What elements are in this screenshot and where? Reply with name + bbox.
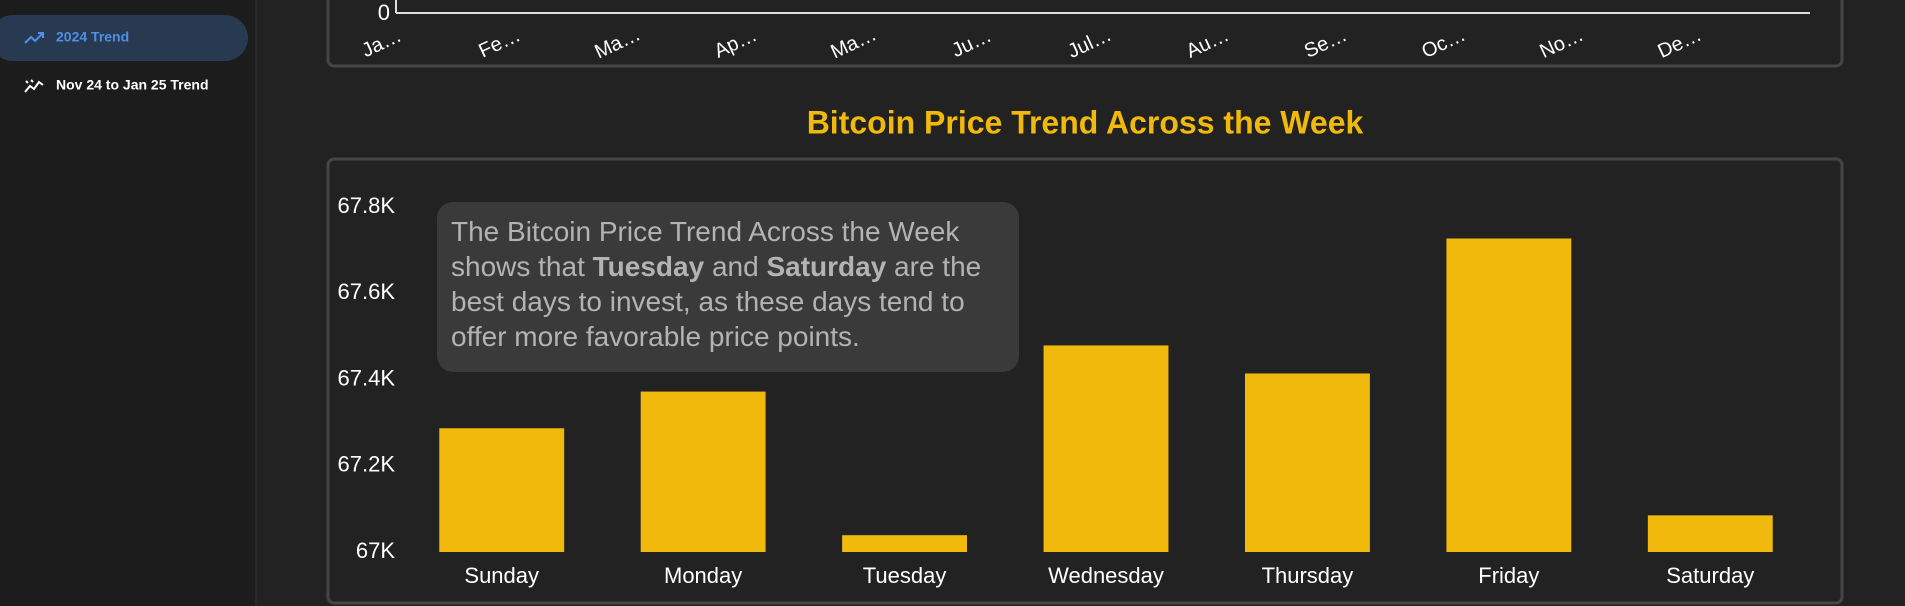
x-tick-label: Fe…: [475, 24, 524, 62]
y-tick-label: 67K: [356, 538, 395, 563]
x-tick-label: Ja…: [358, 25, 405, 62]
y-tick-label: 67.8K: [338, 193, 396, 218]
top-chart: 0Ja… Fe… Ma… Ap… Ma… Ju… Jul… Au… Se… Oc… No… De…: [358, 0, 1810, 63]
annotation: The Bitcoin Price Trend Across the Week …: [437, 202, 1019, 372]
nav: 2024 Trend Nov 24 to Jan 25 Trend: [0, 15, 248, 93]
bar: [1043, 345, 1169, 552]
x-tick-label: Wednesday: [1048, 563, 1164, 588]
bar: [1647, 515, 1773, 552]
bar-chart-frame: [326, 157, 1844, 605]
nav-label: 2024 Trend: [56, 29, 129, 45]
x-tick-label: Thursday: [1262, 563, 1354, 588]
bar: [1446, 238, 1572, 552]
x-tick-label: Saturday: [1666, 563, 1754, 588]
x-tick-label: Ma…: [827, 23, 880, 63]
annotation-text: and: [704, 251, 767, 282]
x-tick-label: De…: [1654, 24, 1705, 63]
bar: [842, 535, 968, 552]
x-tick-label: Jul…: [1064, 24, 1115, 63]
nav-active-bg: [0, 15, 248, 61]
bar: [1244, 373, 1370, 552]
annotation-text: are the best days to invest, as these da…: [451, 251, 982, 352]
nav-icon: [24, 32, 44, 44]
chart-title: Bitcoin Price Trend Across the Week: [807, 104, 1364, 140]
x-tick-label: Au…: [1183, 24, 1233, 63]
x-tick-label: Oc…: [1418, 24, 1469, 63]
y-tick-label: 0: [378, 0, 390, 25]
x-tick-label: Sunday: [464, 563, 539, 588]
nav-icon: [24, 79, 44, 93]
sidebar: [0, 0, 256, 606]
nav-item[interactable]: Nov 24 to Jan 25 Trend: [24, 77, 209, 93]
bar: [439, 428, 565, 552]
x-tick-label: Tuesday: [863, 563, 947, 588]
annotation-highlight: Saturday: [766, 251, 887, 282]
x-tick-label: Se…: [1301, 24, 1351, 63]
top-chart-frame: [326, 0, 1844, 68]
y-tick-label: 67.4K: [338, 365, 396, 390]
y-tick-label: 67.6K: [338, 279, 396, 304]
x-tick-label: Ap…: [711, 24, 761, 63]
x-tick-label: Ma…: [591, 23, 644, 63]
bar: [640, 391, 766, 552]
x-tick-label: Ju…: [948, 25, 995, 62]
annotation-highlight: Tuesday: [592, 251, 705, 282]
bar-chart: 67K 67.2K 67.4K 67.6K 67.8K Sunday Monday Tuesd…: [338, 193, 1773, 588]
nav-label: Nov 24 to Jan 25 Trend: [56, 77, 209, 93]
nav-item[interactable]: 2024 Trend: [0, 15, 248, 61]
x-tick-label: No…: [1536, 24, 1587, 63]
y-tick-label: 67.2K: [338, 452, 396, 477]
annotation-text: The Bitcoin Price Trend Across the Week …: [451, 216, 960, 282]
x-tick-label: Monday: [664, 563, 742, 588]
x-tick-label: Friday: [1478, 563, 1539, 588]
